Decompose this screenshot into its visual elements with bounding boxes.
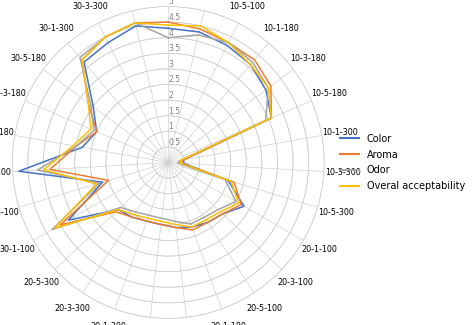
Legend: Color, Aroma, Odor, Overal acceptability: Color, Aroma, Odor, Overal acceptability — [337, 131, 468, 194]
